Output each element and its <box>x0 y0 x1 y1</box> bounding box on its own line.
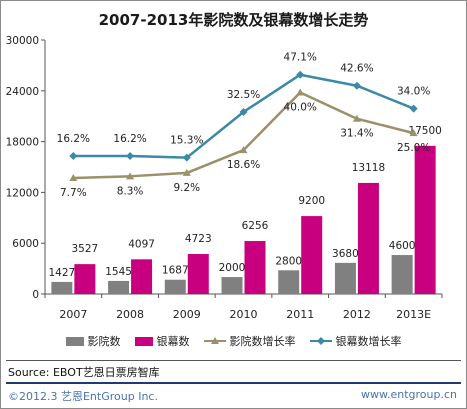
growth-label-screens: 15.3% <box>170 135 203 147</box>
growth-label-screens: 16.2% <box>113 133 146 145</box>
bar-screens <box>357 182 379 294</box>
marker-cinema-growth <box>69 174 78 182</box>
bar-screens <box>131 259 153 294</box>
bar-label-screens: 3527 <box>71 243 98 255</box>
x-tick-label: 2012 <box>343 308 371 321</box>
marker-screen-growth <box>296 70 305 79</box>
bar-label-screens: 9200 <box>298 195 325 207</box>
bar-label-screens: 17500 <box>408 125 441 137</box>
bar-cinemas <box>391 255 413 294</box>
legend-key-screen-growth <box>309 337 332 345</box>
legend-item-cinemas: 影院数 <box>65 333 121 349</box>
line-screen-growth <box>73 73 415 159</box>
marker-screen-growth <box>182 153 191 162</box>
source-note: Source: EBOT艺恩日票房智库 <box>8 366 160 379</box>
growth-label-cinemas: 8.3% <box>117 185 144 197</box>
bar-cinemas <box>334 262 356 294</box>
footer-divider <box>6 360 461 361</box>
marker-cinema-growth <box>352 114 361 122</box>
bar-screens <box>74 264 96 294</box>
legend-item-screen-growth: 银幕数增长率 <box>309 333 402 349</box>
chart-legend: 影院数 银幕数 影院数增长率 银幕数增长率 <box>0 331 467 351</box>
bar-label-cinemas: 2800 <box>275 255 302 267</box>
marker-screen-growth <box>352 81 361 90</box>
y-tick-label: 30000 <box>6 35 39 47</box>
x-tick-label: 2010 <box>230 308 258 321</box>
growth-label-screens: 32.5% <box>227 89 260 101</box>
bar-series-group <box>51 145 436 294</box>
growth-label-cinemas: 18.6% <box>227 159 260 171</box>
growth-label-screens: 16.2% <box>57 133 90 145</box>
copyright-text: ©2012.3 艺恩EntGroup Inc. <box>8 390 158 403</box>
y-tick-label: 12000 <box>6 187 39 199</box>
legend-label-cinemas: 影院数 <box>87 335 121 348</box>
bar-cinemas <box>278 270 300 294</box>
line-series-group <box>69 70 418 182</box>
line-growth-labels: 7.7% 8.3% 9.2% 18.6% 40.0% 31.4% 25.0% 16.2% 16.… <box>57 52 431 199</box>
bar-screens <box>244 241 266 294</box>
bar-value-labels: 1427 1545 1687 2000 2800 3680 4600 3527 4097 4723… <box>48 125 441 279</box>
bar-screens <box>414 145 436 294</box>
growth-label-cinemas: 7.7% <box>60 187 87 199</box>
bar-label-cinemas: 1427 <box>48 267 75 279</box>
marker-cinema-growth <box>409 129 418 137</box>
marker-screen-growth <box>409 104 418 113</box>
bar-label-cinemas: 2000 <box>219 262 246 274</box>
growth-label-screens: 42.6% <box>340 63 373 75</box>
footer-divider-bold <box>6 382 461 384</box>
legend-label-screens: 银幕数 <box>156 335 190 348</box>
marker-cinema-growth <box>239 146 248 154</box>
legend-label-screen-growth: 银幕数增长率 <box>335 335 402 348</box>
y-tick-label: 0 <box>32 289 39 301</box>
growth-label-cinemas: 31.4% <box>340 128 373 140</box>
x-axis-ticks: 2007 2008 2009 2010 2011 2012 2013E <box>44 294 443 321</box>
y-axis-ticks: 0 6000 12000 18000 24000 30000 <box>6 35 45 301</box>
x-tick-label: 2011 <box>286 308 314 321</box>
growth-label-cinemas: 9.2% <box>173 182 200 194</box>
x-tick-label: 2009 <box>173 308 201 321</box>
legend-swatch-cinemas <box>65 336 84 346</box>
bar-label-screens: 4097 <box>128 238 155 250</box>
legend-label-cinema-growth: 影院数增长率 <box>229 335 296 348</box>
website-link[interactable]: www.entgroup.cn <box>361 388 457 401</box>
bar-label-screens: 13118 <box>352 162 385 174</box>
marker-cinema-growth <box>182 168 191 176</box>
growth-label-screens: 47.1% <box>284 52 317 64</box>
bar-cinemas <box>108 280 130 294</box>
y-tick-label: 24000 <box>6 86 39 98</box>
bar-cinemas <box>164 279 186 294</box>
growth-label-cinemas: 40.0% <box>284 101 317 113</box>
legend-item-screens: 银幕数 <box>134 333 190 349</box>
bar-cinemas <box>221 277 243 294</box>
legend-key-cinema-growth <box>203 337 226 344</box>
bar-label-cinemas: 4600 <box>389 240 416 252</box>
bar-cinemas <box>51 281 73 294</box>
y-tick-label: 18000 <box>6 137 39 149</box>
marker-cinema-growth <box>126 172 135 180</box>
bar-screens <box>301 216 323 294</box>
y-tick-label: 6000 <box>12 238 39 250</box>
x-tick-label: 2013E <box>396 308 431 321</box>
marker-screen-growth <box>69 151 78 160</box>
marker-cinema-growth <box>296 88 305 96</box>
bar-label-screens: 4723 <box>185 233 212 245</box>
growth-label-screens: 34.0% <box>397 86 430 98</box>
bar-screens <box>187 254 209 294</box>
legend-swatch-screens <box>134 336 153 346</box>
bar-label-cinemas: 1687 <box>162 265 189 277</box>
marker-screen-growth <box>126 151 135 160</box>
growth-label-cinemas: 25.0% <box>397 142 430 154</box>
chart-title: 2007-2013年影院数及银幕数增长走势 <box>98 11 369 29</box>
marker-screen-growth <box>239 107 248 116</box>
bar-label-cinemas: 1545 <box>105 266 132 278</box>
x-tick-label: 2008 <box>116 308 144 321</box>
x-tick-label: 2007 <box>59 308 87 321</box>
legend-item-cinema-growth: 影院数增长率 <box>203 333 296 349</box>
bar-label-screens: 6256 <box>242 220 269 232</box>
bar-label-cinemas: 3680 <box>332 248 359 260</box>
